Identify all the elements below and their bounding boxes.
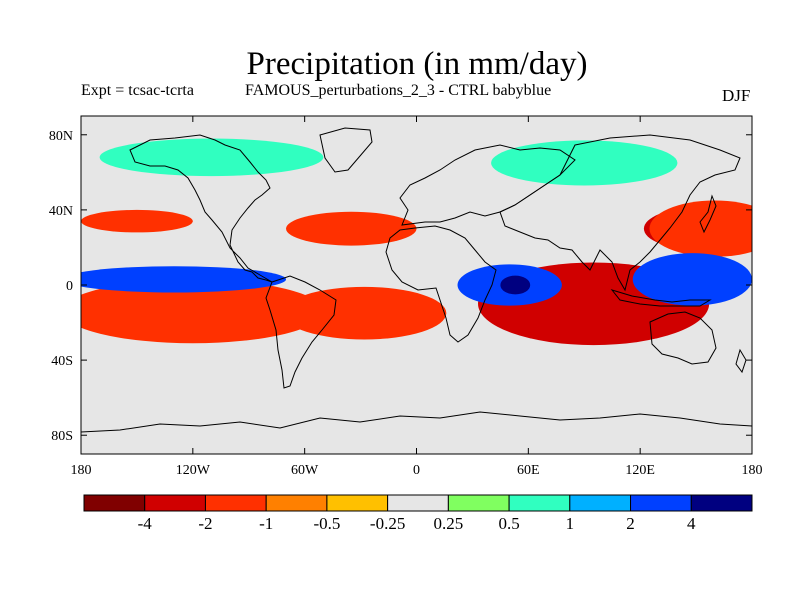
colorbar-swatch — [569, 494, 632, 512]
x-axis: 180 120W 60W 0 60E 120E 180 — [71, 116, 763, 478]
coastline-new-zealand — [735, 348, 747, 374]
precip-anomaly-16 — [632, 253, 752, 306]
y-axis: 80N 40N 0 40S 80S — [49, 129, 752, 444]
colorbar-label: 1 — [566, 514, 575, 533]
precip-field-layer — [81, 138, 752, 346]
coastline-asia — [499, 134, 741, 292]
x-tick-label: 60E — [517, 463, 540, 478]
x-tick-label: 180 — [742, 463, 763, 478]
precip-anomaly-4 — [282, 286, 447, 340]
colorbar-swatch — [447, 494, 510, 512]
colorbar-label: 0.25 — [433, 514, 463, 533]
colorbar-label: 0.5 — [498, 514, 519, 533]
coastline-africa — [385, 225, 497, 343]
colorbar-label: -2 — [198, 514, 212, 533]
colorbar-label: -4 — [138, 514, 153, 533]
y-tick-label: 0 — [66, 279, 73, 294]
colorbar-swatch — [387, 494, 449, 512]
x-tick-label: 0 — [413, 463, 420, 478]
precip-anomaly-12 — [81, 266, 286, 293]
coastline-greenland — [319, 127, 373, 173]
y-tick-label: 80N — [49, 129, 73, 144]
coastline-north-america — [129, 134, 273, 283]
colorbar-label: -1 — [259, 514, 273, 533]
y-tick-label: 40N — [49, 204, 73, 219]
colorbar-label: -0.25 — [370, 514, 405, 533]
y-tick-label: 40S — [51, 354, 73, 369]
colorbar-swatch — [690, 494, 753, 512]
x-tick-label: 60W — [291, 463, 319, 478]
precip-anomaly-17 — [99, 138, 324, 177]
precip-anomaly-14 — [500, 275, 531, 295]
x-tick-label: 120E — [625, 463, 655, 478]
precip-anomaly-2 — [81, 279, 324, 344]
colorbar-label: -0.5 — [313, 514, 340, 533]
coastline-antarctica — [81, 411, 752, 433]
coastline-europe — [399, 144, 576, 226]
coastline-japan — [699, 194, 717, 234]
colorbar-swatch — [144, 494, 206, 512]
colorbar: -4 -2 -1 -0.5 -0.25 0.25 0.5 1 2 4 — [83, 494, 753, 533]
experiment-label: Expt = tcsac-tcrta — [81, 82, 194, 99]
coastline-indonesia — [610, 289, 712, 307]
x-tick-label: 120W — [176, 463, 211, 478]
colorbar-swatch — [508, 494, 571, 512]
coastline-south-america — [265, 275, 337, 389]
subtitle-label: FAMOUS_perturbations_2_3 - CTRL babyblue — [245, 82, 552, 99]
precip-anomaly-18 — [491, 140, 678, 186]
precip-anomaly-9 — [286, 211, 417, 246]
precip-anomaly-8 — [649, 200, 752, 257]
colorbar-swatch — [83, 494, 146, 512]
coastline-australia — [649, 311, 717, 365]
colorbar-swatch — [630, 494, 692, 512]
season-label: DJF — [722, 86, 751, 105]
colorbar-swatch — [326, 494, 389, 512]
precip-anomaly-10 — [81, 209, 193, 233]
x-tick-label: 180 — [71, 463, 92, 478]
chart-title: Precipitation (in mm/day) — [246, 46, 588, 82]
colorbar-swatch — [204, 494, 267, 512]
y-tick-label: 80S — [51, 429, 73, 444]
colorbar-label: 4 — [687, 514, 696, 533]
colorbar-label: 2 — [626, 514, 635, 533]
colorbar-swatch — [265, 494, 328, 512]
coastline-layer — [81, 127, 752, 433]
